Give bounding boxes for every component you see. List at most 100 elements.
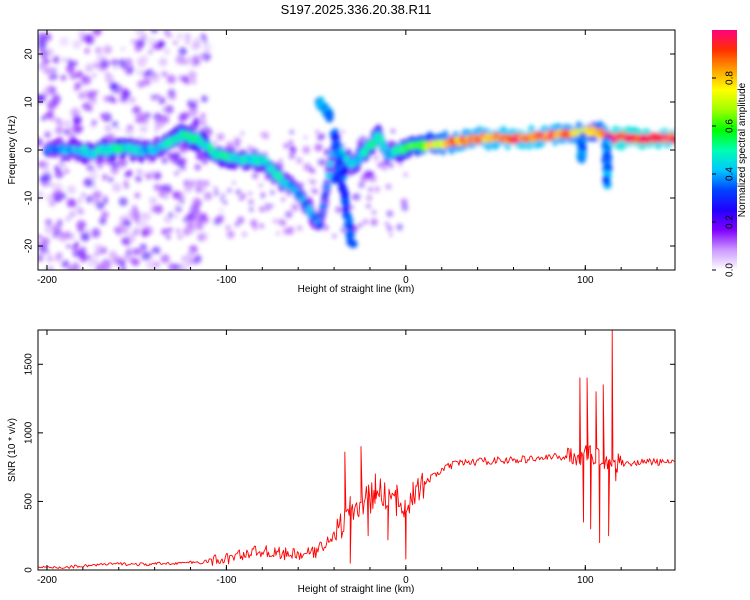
heatmap-noise-cell: [173, 213, 180, 219]
heatmap-noise-cell: [167, 227, 173, 233]
heatmap-noise-cell: [186, 214, 197, 224]
heatmap-noise-cell: [178, 47, 188, 56]
heatmap-noise-cell: [357, 222, 363, 228]
heatmap-noise-cell: [70, 201, 77, 208]
spectrogram-y-label: Frequency (Hz): [7, 116, 18, 185]
heatmap-noise-cell: [310, 179, 317, 185]
heatmap-noise-cell: [384, 221, 389, 226]
snr-y-tick-label: 500: [24, 493, 35, 510]
heatmap-noise-cell: [108, 250, 118, 260]
heatmap-noise-cell: [91, 167, 97, 173]
heatmap-noise-cell: [126, 169, 133, 176]
heatmap-noise-cell: [186, 251, 194, 260]
snr-y-tick-label: 1000: [24, 421, 35, 444]
spectrogram-heatmap: [38, 30, 675, 270]
heatmap-ridge-cell: [323, 182, 331, 191]
heatmap-noise-cell: [145, 173, 152, 180]
heatmap-noise-cell: [46, 194, 54, 202]
heatmap-noise-cell: [222, 200, 228, 205]
heatmap-noise-cell: [332, 234, 337, 239]
heatmap-noise-cell: [77, 208, 85, 216]
heatmap-noise-cell: [288, 152, 296, 160]
heatmap-noise-cell: [122, 228, 128, 234]
heatmap-noise-cell: [66, 244, 71, 249]
heatmap-noise-cell: [200, 212, 207, 219]
heatmap-noise-cell: [140, 220, 147, 227]
heatmap-noise-cell: [168, 263, 177, 270]
heatmap-noise-cell: [367, 187, 374, 193]
heatmap-branch-cell: [602, 178, 611, 186]
heatmap-noise-cell: [54, 197, 60, 203]
heatmap-noise-cell: [104, 124, 112, 133]
heatmap-blobs: [38, 30, 675, 270]
heatmap-noise-cell: [259, 206, 266, 213]
heatmap-noise-cell: [359, 176, 365, 182]
heatmap-noise-cell: [206, 129, 214, 137]
heatmap-noise-cell: [56, 251, 63, 259]
spectrogram-x-tick-label: 100: [577, 275, 594, 286]
heatmap-noise-cell: [153, 127, 160, 133]
heatmap-noise-cell: [154, 118, 165, 129]
heatmap-noise-cell: [117, 157, 128, 168]
heatmap-noise-cell: [139, 243, 147, 251]
heatmap-noise-cell: [142, 171, 147, 177]
heatmap-noise-cell: [198, 231, 209, 242]
heatmap-noise-cell: [172, 151, 181, 160]
heatmap-noise-cell: [73, 86, 79, 92]
heatmap-noise-cell: [49, 200, 56, 207]
heatmap-noise-cell: [193, 98, 198, 103]
heatmap-noise-cell: [95, 200, 105, 210]
snr-y-label: SNR (10 * v/v): [7, 418, 18, 482]
heatmap-noise-cell: [47, 110, 55, 118]
heatmap-noise-cell: [213, 186, 218, 191]
heatmap-noise-cell: [80, 232, 90, 242]
heatmap-noise-cell: [176, 32, 185, 41]
snr-x-tick-label: -200: [37, 575, 57, 586]
heatmap-noise-cell: [156, 173, 162, 179]
heatmap-noise-cell: [136, 168, 143, 175]
heatmap-noise-cell: [44, 224, 55, 235]
heatmap-noise-cell: [101, 174, 109, 181]
heatmap-noise-cell: [166, 32, 173, 39]
heatmap-noise-cell: [52, 99, 59, 107]
heatmap-noise-cell: [110, 59, 119, 67]
snr-x-label: Height of straight line (km): [298, 584, 415, 595]
heatmap-noise-cell: [38, 234, 42, 240]
heatmap-noise-cell: [351, 194, 357, 200]
heatmap-noise-cell: [161, 191, 170, 200]
heatmap-noise-cell: [304, 135, 308, 139]
heatmap-noise-cell: [153, 204, 163, 214]
heatmap-noise-cell: [91, 30, 102, 37]
heatmap-noise-cell: [102, 262, 110, 270]
heatmap-noise-cell: [259, 223, 265, 229]
heatmap-noise-cell: [161, 228, 168, 236]
heatmap-noise-cell: [280, 197, 286, 202]
heatmap-noise-cell: [232, 181, 236, 185]
heatmap-noise-cell: [269, 203, 274, 209]
heatmap-noise-cell: [73, 262, 78, 267]
heatmap-noise-cell: [78, 92, 85, 99]
heatmap-noise-cell: [186, 99, 196, 108]
heatmap-noise-cell: [291, 203, 299, 212]
heatmap-noise-cell: [95, 157, 105, 167]
heatmap-branch-cell: [345, 231, 355, 241]
heatmap-noise-cell: [90, 228, 101, 238]
heatmap-noise-cell: [127, 209, 138, 220]
heatmap-noise-cell: [184, 33, 191, 40]
snr-x-tick-label: 0: [403, 575, 409, 586]
heatmap-noise-cell: [64, 168, 69, 174]
heatmap-noise-cell: [39, 244, 48, 253]
heatmap-noise-cell: [248, 206, 254, 212]
heatmap-noise-cell: [198, 185, 206, 193]
heatmap-noise-cell: [153, 112, 163, 122]
heatmap-noise-cell: [260, 132, 264, 136]
heatmap-branch-cell: [325, 114, 334, 123]
heatmap-noise-cell: [132, 228, 140, 236]
heatmap-noise-cell: [122, 253, 131, 262]
heatmap-noise-cell: [59, 36, 69, 47]
heatmap-noise-cell: [61, 259, 70, 268]
heatmap-noise-cell: [251, 172, 259, 180]
heatmap-noise-cell: [315, 143, 324, 152]
